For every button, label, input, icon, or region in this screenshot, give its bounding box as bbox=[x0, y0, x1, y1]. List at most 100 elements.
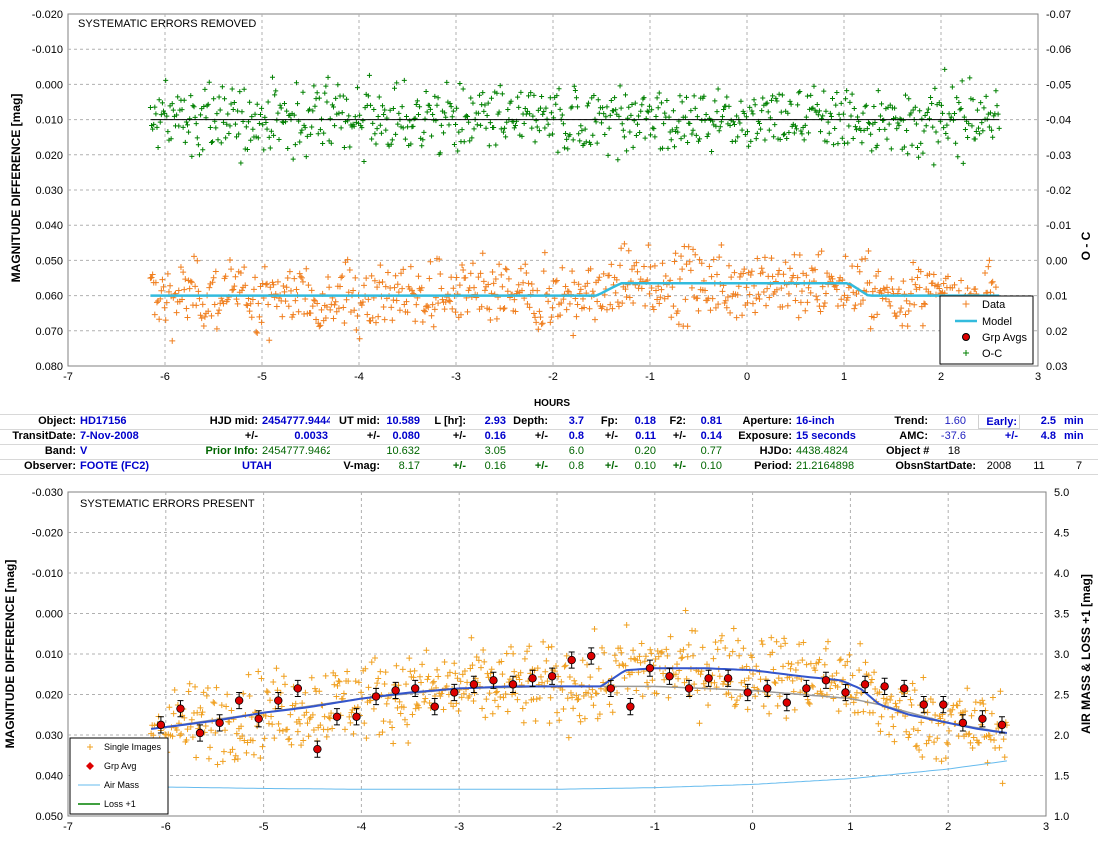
data-point bbox=[989, 278, 996, 285]
top-y-tick-label: 0.000 bbox=[35, 79, 63, 91]
single-image-point bbox=[849, 672, 856, 679]
oc-point bbox=[214, 111, 220, 117]
data-point bbox=[282, 298, 289, 305]
oc-point bbox=[396, 110, 402, 116]
single-image-point bbox=[455, 707, 462, 714]
data-point bbox=[647, 263, 654, 270]
single-image-point bbox=[677, 648, 684, 655]
data-point bbox=[184, 314, 191, 321]
data-point bbox=[157, 295, 164, 302]
legend-single-images-marker bbox=[87, 744, 93, 750]
single-image-point bbox=[403, 681, 410, 688]
single-image-point bbox=[521, 655, 528, 662]
single-image-point bbox=[332, 672, 339, 679]
single-image-point bbox=[214, 761, 221, 768]
single-image-point bbox=[262, 712, 269, 719]
data-point bbox=[358, 302, 365, 309]
oc-point bbox=[223, 135, 229, 141]
top-series-oc bbox=[147, 66, 1002, 168]
oc-point bbox=[163, 77, 169, 83]
single-image-point bbox=[833, 670, 840, 677]
oc-point bbox=[822, 138, 828, 144]
oc-point bbox=[192, 114, 198, 120]
oc-point bbox=[809, 106, 815, 112]
data-point bbox=[564, 288, 571, 295]
data-point bbox=[696, 256, 703, 263]
oc-point bbox=[372, 131, 378, 137]
data-point bbox=[309, 303, 316, 310]
single-image-point bbox=[619, 661, 626, 668]
data-point bbox=[323, 304, 330, 311]
bot-y-tick-label: 0.050 bbox=[35, 811, 63, 823]
oc-point bbox=[392, 85, 398, 91]
single-image-point bbox=[335, 677, 342, 684]
oc-point bbox=[553, 101, 559, 107]
data-point bbox=[921, 300, 928, 307]
bot-x-tick-label: -1 bbox=[650, 821, 660, 833]
single-image-point bbox=[612, 657, 619, 664]
data-point bbox=[524, 300, 531, 307]
data-point bbox=[377, 262, 384, 269]
single-image-point bbox=[255, 668, 262, 675]
data-point bbox=[224, 296, 231, 303]
oc-point bbox=[196, 152, 202, 158]
single-image-point bbox=[585, 690, 592, 697]
oc-point bbox=[875, 88, 881, 94]
oc-point bbox=[738, 98, 744, 104]
single-image-point bbox=[837, 656, 844, 663]
data-point bbox=[219, 297, 226, 304]
oc-point bbox=[986, 124, 992, 130]
oc-point bbox=[892, 105, 898, 111]
oc-point bbox=[981, 105, 987, 111]
info-cell: 7-Nov-2008 bbox=[80, 430, 139, 442]
single-image-point bbox=[611, 652, 618, 659]
data-point bbox=[532, 314, 539, 321]
single-image-point bbox=[268, 713, 275, 720]
single-image-point bbox=[435, 673, 442, 680]
single-image-point bbox=[692, 628, 699, 635]
oc-point bbox=[956, 100, 962, 106]
data-point bbox=[374, 284, 381, 291]
data-point bbox=[534, 287, 541, 294]
oc-point bbox=[457, 80, 463, 86]
data-point bbox=[467, 270, 474, 277]
data-point bbox=[798, 288, 805, 295]
oc-point bbox=[709, 149, 715, 155]
oc-point bbox=[974, 107, 980, 113]
single-image-point bbox=[483, 696, 490, 703]
oc-point bbox=[751, 97, 757, 103]
oc-point bbox=[573, 95, 579, 101]
single-image-point bbox=[379, 729, 386, 736]
top-y2-tick-label: -0.07 bbox=[1046, 9, 1071, 21]
oc-point bbox=[170, 107, 176, 113]
top-x-tick-label: 0 bbox=[744, 371, 750, 383]
oc-point bbox=[474, 122, 480, 128]
single-image-point bbox=[355, 679, 362, 686]
oc-point bbox=[762, 137, 768, 143]
data-point bbox=[345, 289, 352, 296]
single-image-point bbox=[1000, 736, 1007, 743]
data-point bbox=[791, 251, 798, 258]
data-point bbox=[571, 279, 578, 286]
bot-x-tick-label: -7 bbox=[63, 821, 73, 833]
data-point bbox=[833, 286, 840, 293]
data-point bbox=[522, 261, 529, 268]
single-image-point bbox=[368, 659, 375, 666]
data-point bbox=[425, 304, 432, 311]
oc-point bbox=[266, 134, 272, 140]
data-point bbox=[456, 282, 463, 289]
data-point bbox=[761, 254, 768, 261]
single-image-point bbox=[753, 663, 760, 670]
data-point bbox=[471, 284, 478, 291]
oc-point bbox=[910, 107, 916, 113]
data-point bbox=[682, 296, 689, 303]
data-point bbox=[687, 267, 694, 274]
oc-point bbox=[231, 100, 237, 106]
bot-y2-tick-label: 4.0 bbox=[1054, 568, 1069, 580]
data-point bbox=[486, 306, 493, 313]
data-point bbox=[322, 314, 329, 321]
data-point bbox=[438, 285, 445, 292]
data-point bbox=[748, 268, 755, 275]
grp-avg-point bbox=[763, 684, 772, 693]
data-point bbox=[177, 264, 184, 271]
